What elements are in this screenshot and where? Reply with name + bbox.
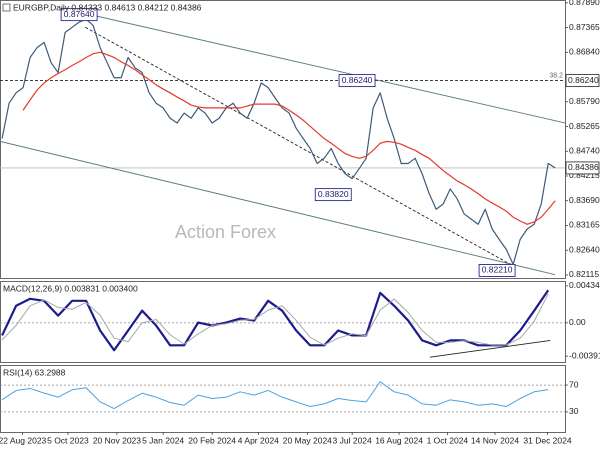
y-tick-label: -0.003916 — [569, 350, 600, 360]
trend-line — [429, 339, 551, 358]
annotation-label: 0.82210 — [482, 265, 513, 275]
annotation-box — [60, 8, 98, 22]
series-line — [1, 381, 549, 410]
x-tick-label: 3 Jul 2024 — [333, 435, 372, 445]
annotation-label: 0.87640 — [64, 9, 95, 19]
series-line — [1, 293, 549, 346]
level-label: 0.86240 — [568, 75, 599, 85]
x-tick-label: 20 May 2024 — [283, 435, 332, 445]
annotation-label: 0.86240 — [342, 75, 373, 85]
panel-title: EURGBP,Daily 0.84333 0.84613 0.84212 0.8… — [13, 2, 202, 12]
x-tick-label: 22 Aug 2023 — [0, 435, 47, 445]
y-tick-label: 0.83690 — [569, 195, 600, 205]
x-tick-label: 16 Aug 2024 — [375, 435, 423, 445]
x-tick-label: 5 Oct 2023 — [47, 435, 89, 445]
y-tick-label: 70 — [569, 379, 579, 389]
panel-title: RSI(14) 63.2988 — [3, 367, 66, 377]
annotation-box — [478, 264, 516, 277]
panel-title: MACD(12,26,9) 0.003831 0.003400 — [3, 283, 138, 293]
y-tick-label: 0.84215 — [569, 170, 600, 180]
annotation-label: 0.83820 — [318, 189, 349, 199]
y-tick-label: 0.00 — [569, 317, 586, 327]
level-box — [565, 161, 600, 175]
x-tick-label: 5 Jan 2024 — [142, 435, 184, 445]
annotation-box — [338, 74, 376, 88]
y-tick-label: 0.82115 — [569, 269, 599, 279]
y-tick-label: 0.87365 — [569, 22, 600, 32]
x-tick-label: 1 Oct 2024 — [427, 435, 469, 445]
symbol-icon — [2, 3, 11, 12]
x-tick-label: 14 Nov 2024 — [471, 435, 519, 445]
level-label: 0.84386 — [568, 162, 599, 172]
y-tick-label: 0.87890 — [569, 0, 600, 7]
y-tick-label: 0.83165 — [569, 220, 600, 230]
y-tick-label: 0.85790 — [569, 96, 600, 106]
panel-frame — [0, 281, 566, 363]
y-tick-label: 30 — [569, 406, 579, 416]
y-tick-label: 0.86840 — [569, 47, 600, 57]
x-tick-label: 20 Nov 2023 — [93, 435, 141, 445]
panel-frame — [0, 365, 566, 433]
x-tick-label: 31 Dec 2024 — [523, 435, 571, 445]
panel-frame — [0, 0, 566, 279]
y-tick-label: 0.004341 — [569, 280, 600, 290]
series-line — [1, 18, 556, 265]
trend-line — [0, 140, 556, 276]
annotation-box — [314, 188, 352, 202]
x-tick-label: 4 Apr 2024 — [238, 435, 279, 445]
series-line — [1, 289, 550, 352]
level-box — [565, 74, 600, 87]
level-note: 38.2 — [549, 72, 563, 79]
y-tick-label: 0.85265 — [569, 121, 600, 131]
series-line — [22, 51, 556, 225]
watermark: Action Forex — [175, 222, 276, 242]
trend-line — [85, 26, 511, 265]
y-tick-label: 0.84740 — [569, 146, 600, 156]
y-tick-label: 0.82640 — [569, 244, 600, 254]
x-tick-label: 20 Feb 2024 — [188, 435, 236, 445]
trend-line — [79, 11, 566, 124]
